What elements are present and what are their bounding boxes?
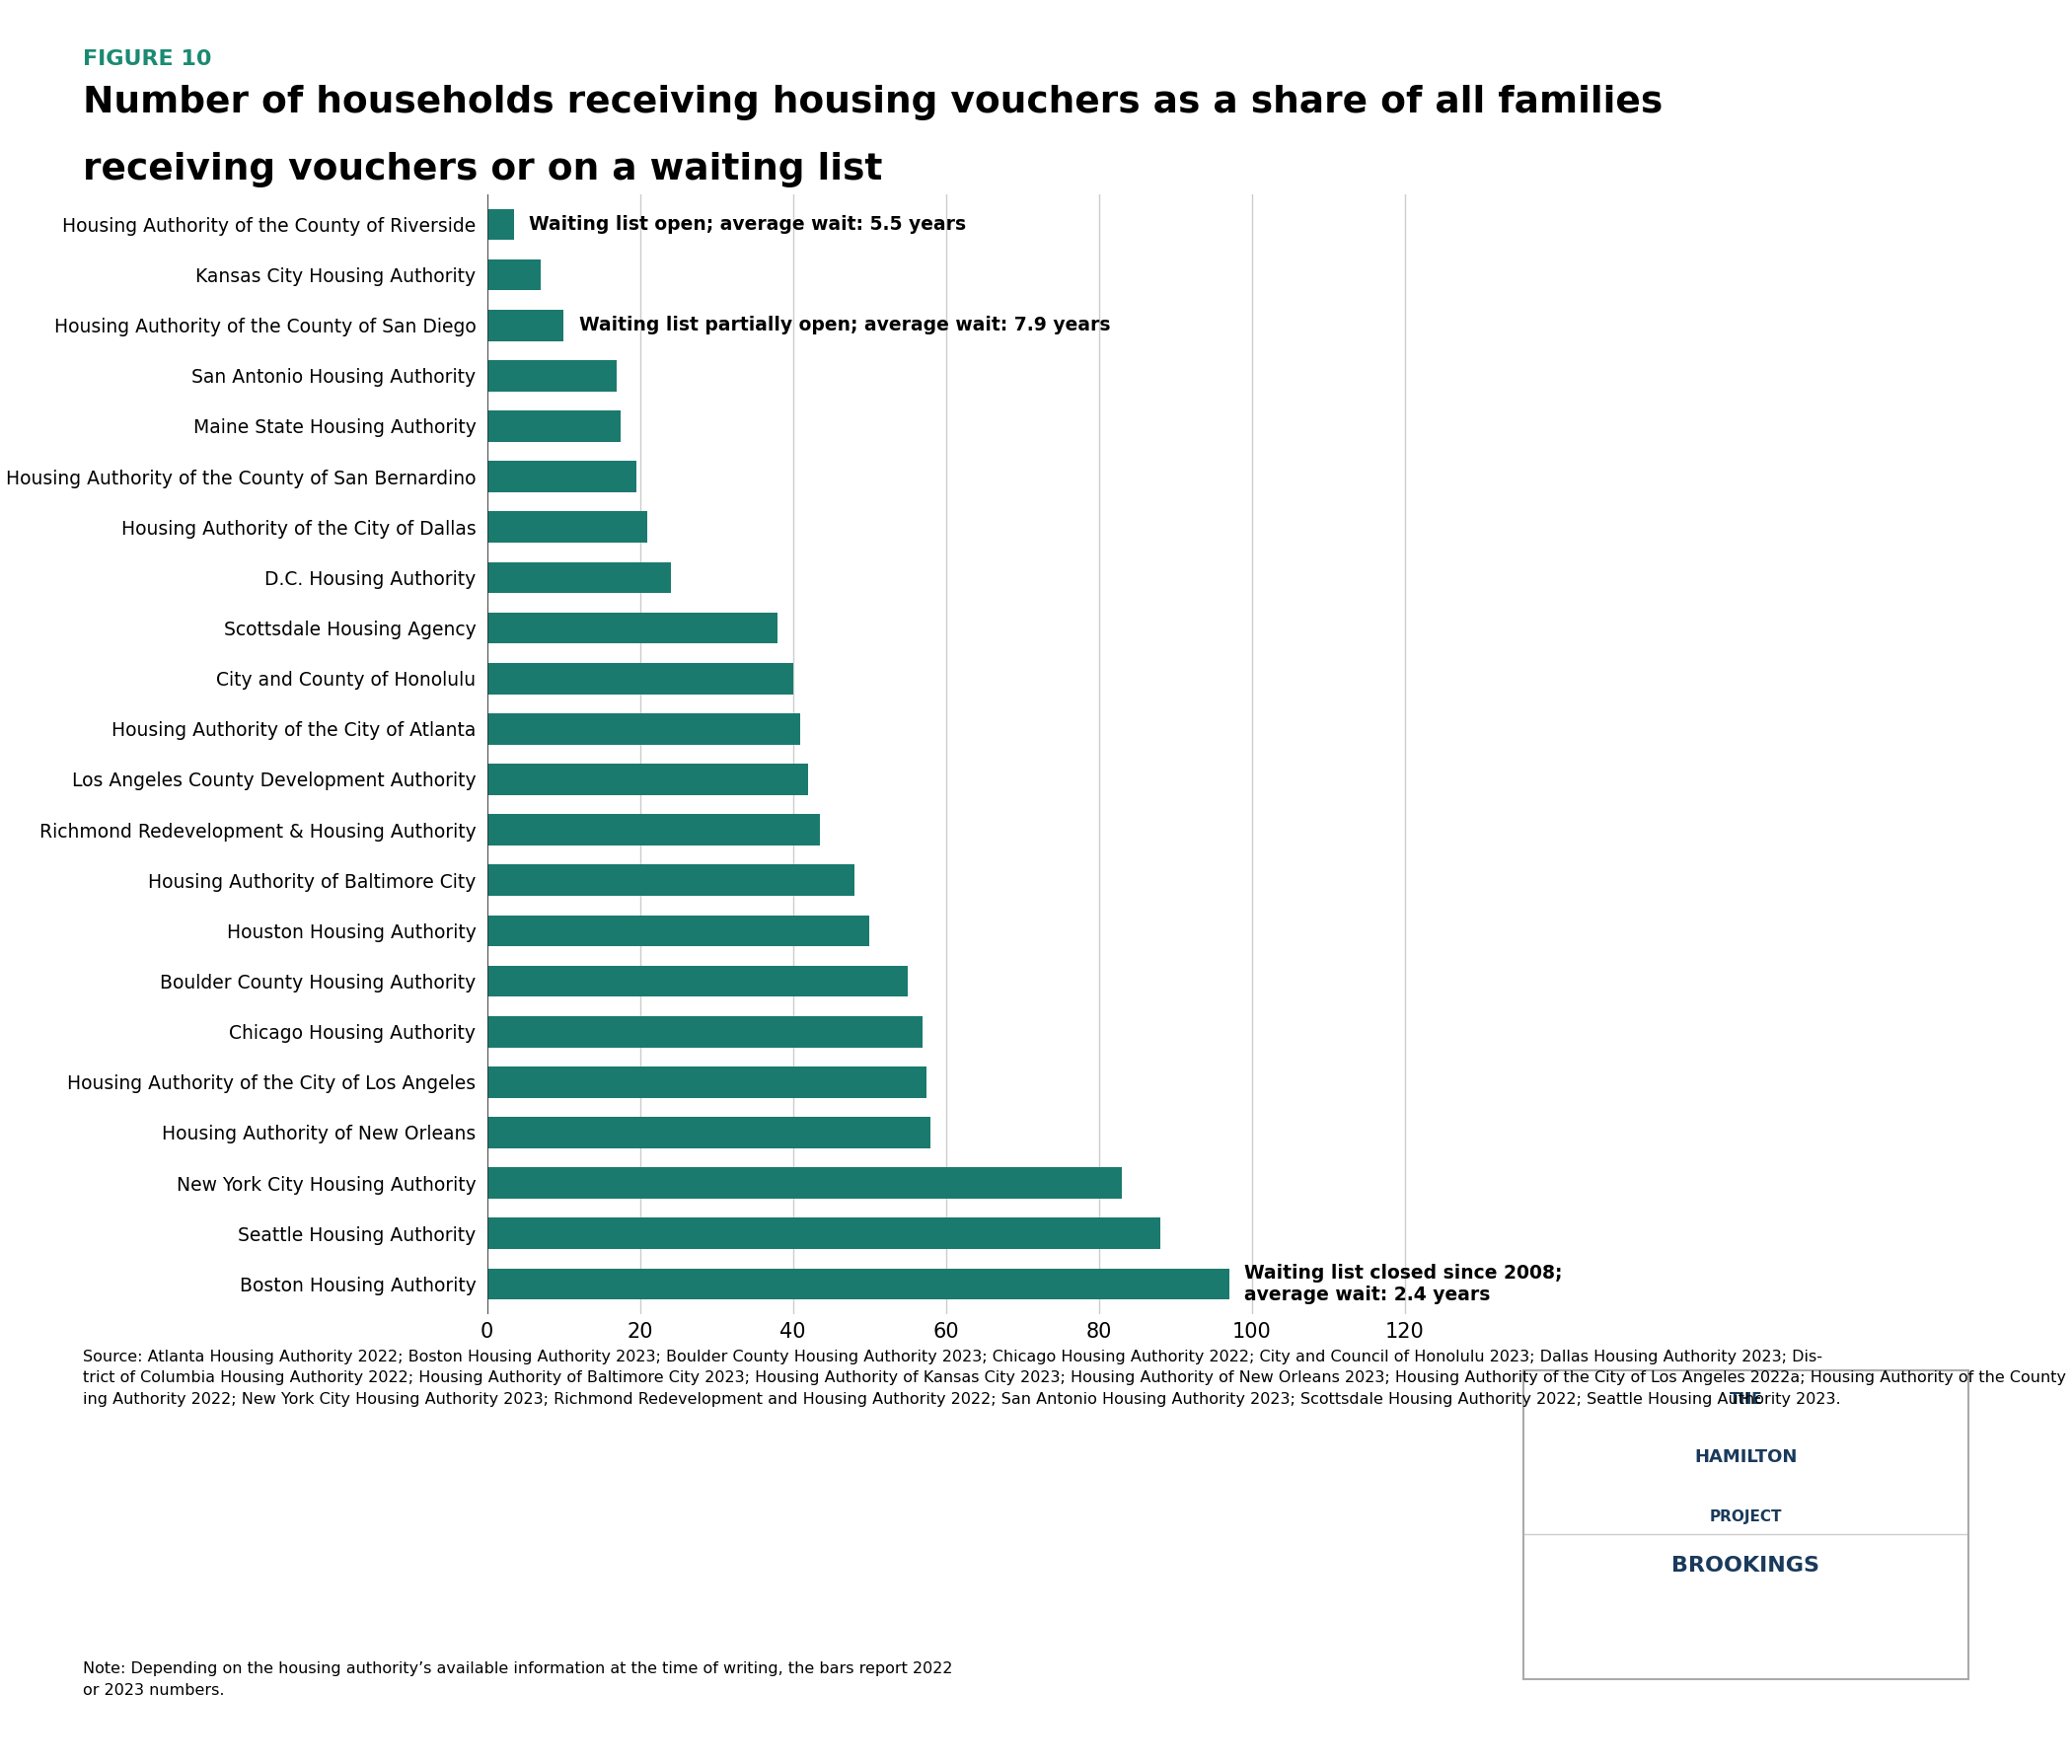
Bar [487,563,671,593]
Bar [487,259,541,291]
Bar [487,411,622,441]
Text: Waiting list partially open; average wait: 7.9 years: Waiting list partially open; average wai… [578,316,1111,335]
Bar [487,310,564,340]
Bar [487,864,854,896]
Text: Waiting list closed since 2008;
average wait: 2.4 years: Waiting list closed since 2008; average … [1245,1263,1562,1304]
Text: PROJECT: PROJECT [1709,1510,1782,1524]
Text: FIGURE 10: FIGURE 10 [83,49,211,69]
Text: Note: Depending on the housing authority’s available information at the time of : Note: Depending on the housing authority… [83,1662,953,1697]
Bar [487,663,794,693]
Bar [487,916,870,946]
Bar [487,1168,1121,1198]
Bar [487,512,649,543]
Text: Source: Atlanta Housing Authority 2022; Boston Housing Authority 2023; Boulder C: Source: Atlanta Housing Authority 2022; … [83,1349,2072,1408]
Bar [487,1067,926,1097]
Text: THE: THE [1728,1392,1763,1408]
Text: HAMILTON: HAMILTON [1695,1448,1796,1466]
Bar [487,815,821,845]
Bar [487,612,777,644]
Bar [487,1217,1160,1249]
Text: receiving vouchers or on a waiting list: receiving vouchers or on a waiting list [83,152,883,187]
Bar [487,1268,1229,1300]
Bar [487,460,636,492]
Bar [487,1016,922,1048]
Bar [487,1117,930,1148]
Bar [487,965,908,997]
Bar [487,713,800,744]
Text: BROOKINGS: BROOKINGS [1672,1556,1819,1575]
Text: Waiting list open; average wait: 5.5 years: Waiting list open; average wait: 5.5 yea… [528,215,966,233]
Text: Number of households receiving housing vouchers as a share of all families: Number of households receiving housing v… [83,85,1662,120]
Bar [487,360,617,392]
Bar [487,208,514,240]
Bar [487,764,808,796]
